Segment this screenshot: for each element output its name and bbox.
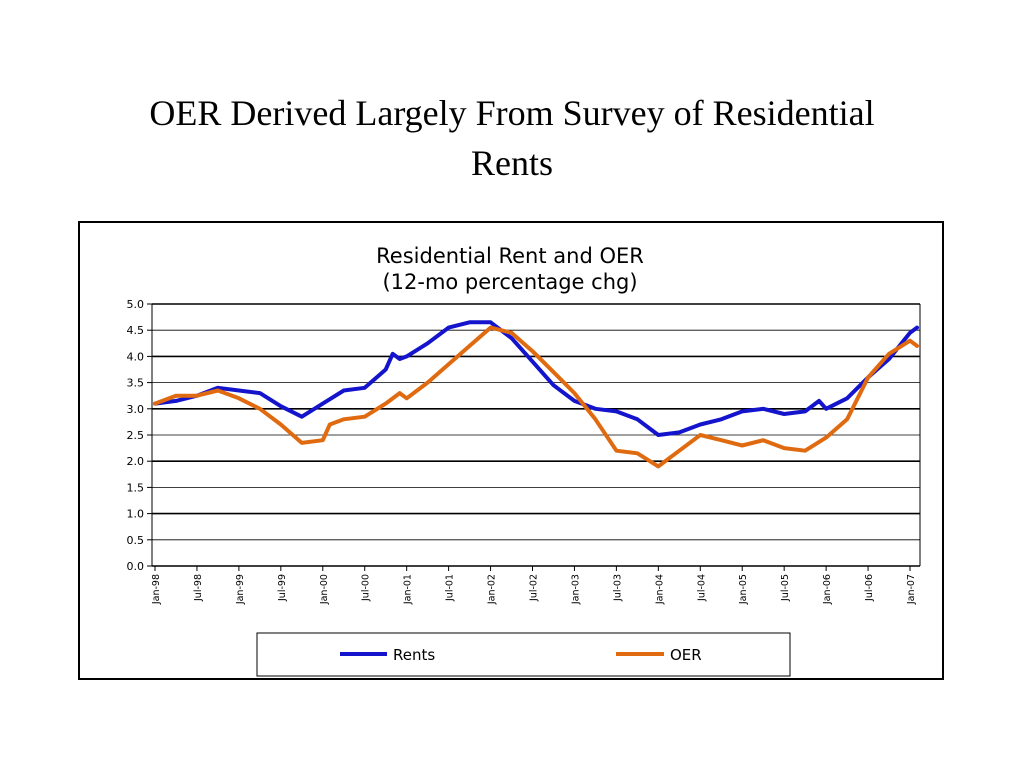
chart-subtitle: (12-mo percentage chg) bbox=[382, 270, 637, 294]
x-tick-label: Jan-01 bbox=[403, 574, 414, 605]
slide-title: OER Derived Largely From Survey of Resid… bbox=[62, 88, 962, 188]
slide-title-line2: Rents bbox=[470, 143, 553, 183]
x-tick-label: Jul-06 bbox=[864, 574, 875, 602]
series-line-oer bbox=[153, 325, 919, 469]
x-tick-label: Jul-01 bbox=[445, 574, 456, 602]
line-chart: Residential Rent and OER (12-mo percenta… bbox=[127, 244, 921, 677]
y-tick-label: 1.5 bbox=[127, 481, 145, 494]
slide-title-line1: OER Derived Largely From Survey of Resid… bbox=[149, 93, 875, 133]
legend: Rents OER bbox=[256, 632, 791, 677]
chart-title: Residential Rent and OER bbox=[376, 244, 644, 268]
x-tick-label: Jul-99 bbox=[277, 574, 288, 602]
y-tick-label: 2.5 bbox=[127, 429, 145, 442]
y-tick-label: 4.0 bbox=[127, 350, 145, 363]
x-tick-label: Jan-05 bbox=[738, 574, 749, 605]
legend-label-rents: Rents bbox=[393, 646, 435, 664]
x-tick-label: Jan-00 bbox=[319, 574, 330, 605]
axes: 0.0 0.5 1.0 1.5 2.0 2.5 3.0 3.5 4.0 4.5 5.0 Jan-98 J… bbox=[127, 298, 921, 605]
x-tick-label: Jan-06 bbox=[822, 574, 833, 605]
x-tick-label: Jul-00 bbox=[361, 574, 372, 602]
series-lines bbox=[153, 320, 919, 469]
x-tick-label: Jan-99 bbox=[235, 574, 246, 605]
chart-frame: Residential Rent and OER (12-mo percenta… bbox=[78, 221, 944, 680]
y-tick-label: 3.0 bbox=[127, 403, 145, 416]
x-tick-label: Jul-03 bbox=[612, 574, 623, 602]
y-tick-label: 4.5 bbox=[127, 324, 145, 337]
x-tick-label: Jan-02 bbox=[487, 574, 498, 605]
x-tick-label: Jul-04 bbox=[696, 574, 707, 602]
y-tick-label: 5.0 bbox=[127, 298, 145, 311]
y-tick-label: 3.5 bbox=[127, 377, 145, 390]
x-tick-label: Jul-02 bbox=[529, 574, 540, 602]
x-tick-label: Jul-05 bbox=[780, 574, 791, 602]
gridlines bbox=[152, 303, 920, 567]
x-tick-label: Jan-03 bbox=[570, 574, 581, 605]
x-tick-label: Jan-07 bbox=[906, 574, 917, 605]
y-tick-label: 0.0 bbox=[127, 560, 145, 573]
y-tick-label: 1.0 bbox=[127, 508, 145, 521]
y-tick-label: 0.5 bbox=[127, 534, 145, 547]
legend-box bbox=[256, 632, 791, 677]
x-tick-label: Jan-04 bbox=[654, 574, 665, 605]
x-tick-label: Jul-98 bbox=[193, 574, 204, 602]
x-tick-label: Jan-98 bbox=[151, 574, 162, 605]
series-line-rents bbox=[153, 320, 919, 437]
y-tick-label: 2.0 bbox=[127, 455, 145, 468]
legend-label-oer: OER bbox=[670, 646, 702, 664]
